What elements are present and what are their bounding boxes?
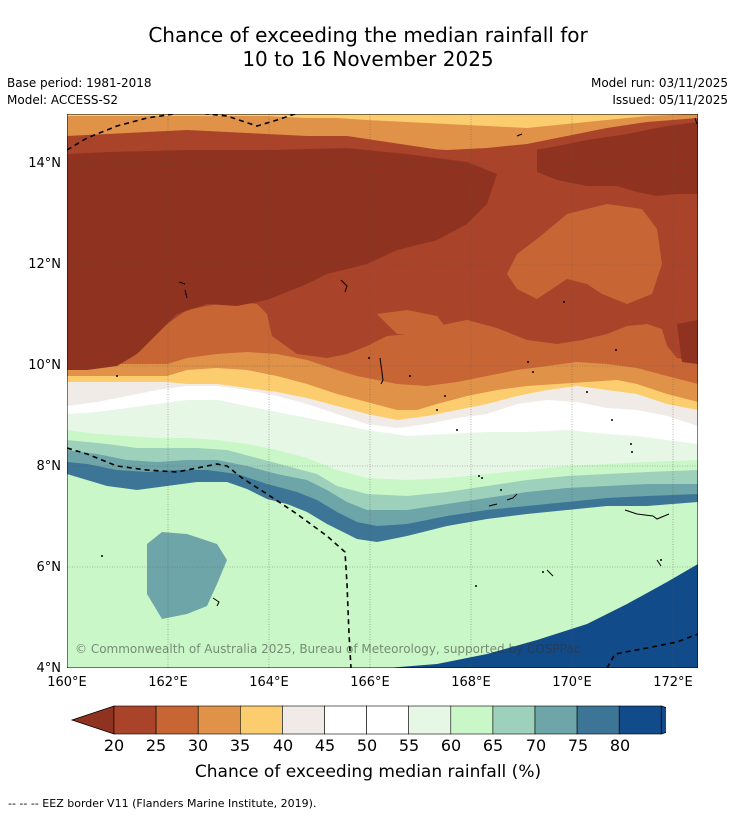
colorbar-tick-label: 30: [187, 736, 209, 755]
rainfall-map: © Commonwealth of Australia 2025, Bureau…: [67, 114, 698, 668]
colorbar-segment: [197, 705, 241, 735]
y-tick-label: 6°N: [36, 560, 62, 575]
colorbar-segment: [324, 705, 367, 735]
colorbar-tick-label: 80: [609, 736, 631, 755]
colorbar-tick-label: 40: [272, 736, 294, 755]
base-period: Base period: 1981-2018: [7, 76, 152, 90]
islands: [178, 117, 698, 607]
colorbar-tick-label: 45: [314, 736, 336, 755]
y-tick-label: 4°N: [36, 661, 62, 676]
atolls: [101, 301, 662, 587]
colorbar-under-extend: [70, 705, 115, 735]
x-tick-label: 162°E: [148, 675, 188, 690]
colorbar-segment: [113, 705, 157, 735]
band-mid: [147, 532, 227, 619]
colorbar-tick-label: 25: [145, 736, 167, 755]
model-name: Model: ACCESS-S2: [7, 93, 119, 107]
colorbar-tick-label: 65: [482, 736, 504, 755]
eez-legend-note: -- -- -- EEZ border V11 (Flanders Marine…: [8, 797, 317, 810]
band-25-top-cover: [67, 134, 537, 174]
band-30-patch-east: [507, 204, 662, 304]
x-tick-label: 168°E: [451, 675, 491, 690]
colorbar-segment: [534, 705, 578, 735]
eez-border: [67, 114, 698, 668]
y-tick-label: 14°N: [28, 156, 61, 171]
colorbar-tick-label: 75: [567, 736, 589, 755]
y-tick-label: 10°N: [28, 358, 61, 373]
x-tick-label: 164°E: [249, 675, 289, 690]
colorbar-tick-label: 60: [440, 736, 462, 755]
map-title-line-2: 10 to 16 November 2025: [242, 47, 494, 71]
colorbar-segment: [618, 705, 662, 735]
colorbar-segment: [492, 705, 536, 735]
colorbar-segment: [155, 705, 199, 735]
colorbar-tick-label: 55: [398, 736, 420, 755]
colorbar-segment: [366, 705, 410, 735]
colorbar-segment: [576, 705, 620, 735]
colorbar-over-extend: [660, 705, 666, 735]
colorbar: [70, 705, 666, 735]
band-60-65-lower-left: [167, 629, 307, 668]
colorbar-tick-label: 35: [229, 736, 251, 755]
band-30-patch-mid: [377, 310, 447, 336]
y-tick-label: 12°N: [28, 257, 61, 272]
band-40-top-stripe: [67, 114, 698, 128]
band-below-20-ne-edge: [677, 320, 698, 364]
colorbar-segment: [240, 705, 283, 735]
issued-date: Issued: 05/11/2025: [612, 93, 728, 107]
copyright-watermark: © Commonwealth of Australia 2025, Bureau…: [75, 642, 580, 656]
y-tick-label: 8°N: [36, 459, 62, 474]
x-tick-label: 166°E: [350, 675, 390, 690]
map-title-line-1: Chance of exceeding the median rainfall …: [148, 23, 588, 47]
colorbar-tick-label: 70: [525, 736, 547, 755]
colorbar-label: Chance of exceeding median rainfall (%): [194, 762, 542, 782]
colorbar-segment: [408, 705, 452, 735]
x-tick-label: 160°E: [47, 675, 87, 690]
colorbar-segment: [450, 705, 494, 735]
map-grid: [67, 114, 698, 668]
colorbar-tick-label: 50: [356, 736, 378, 755]
colorbar-segment: [282, 705, 325, 735]
x-tick-label: 172°E: [653, 675, 693, 690]
model-run: Model run: 03/11/2025: [590, 76, 728, 90]
x-tick-label: 170°E: [552, 675, 592, 690]
colorbar-tick-label: 20: [103, 736, 125, 755]
band-below-20: [67, 148, 497, 370]
